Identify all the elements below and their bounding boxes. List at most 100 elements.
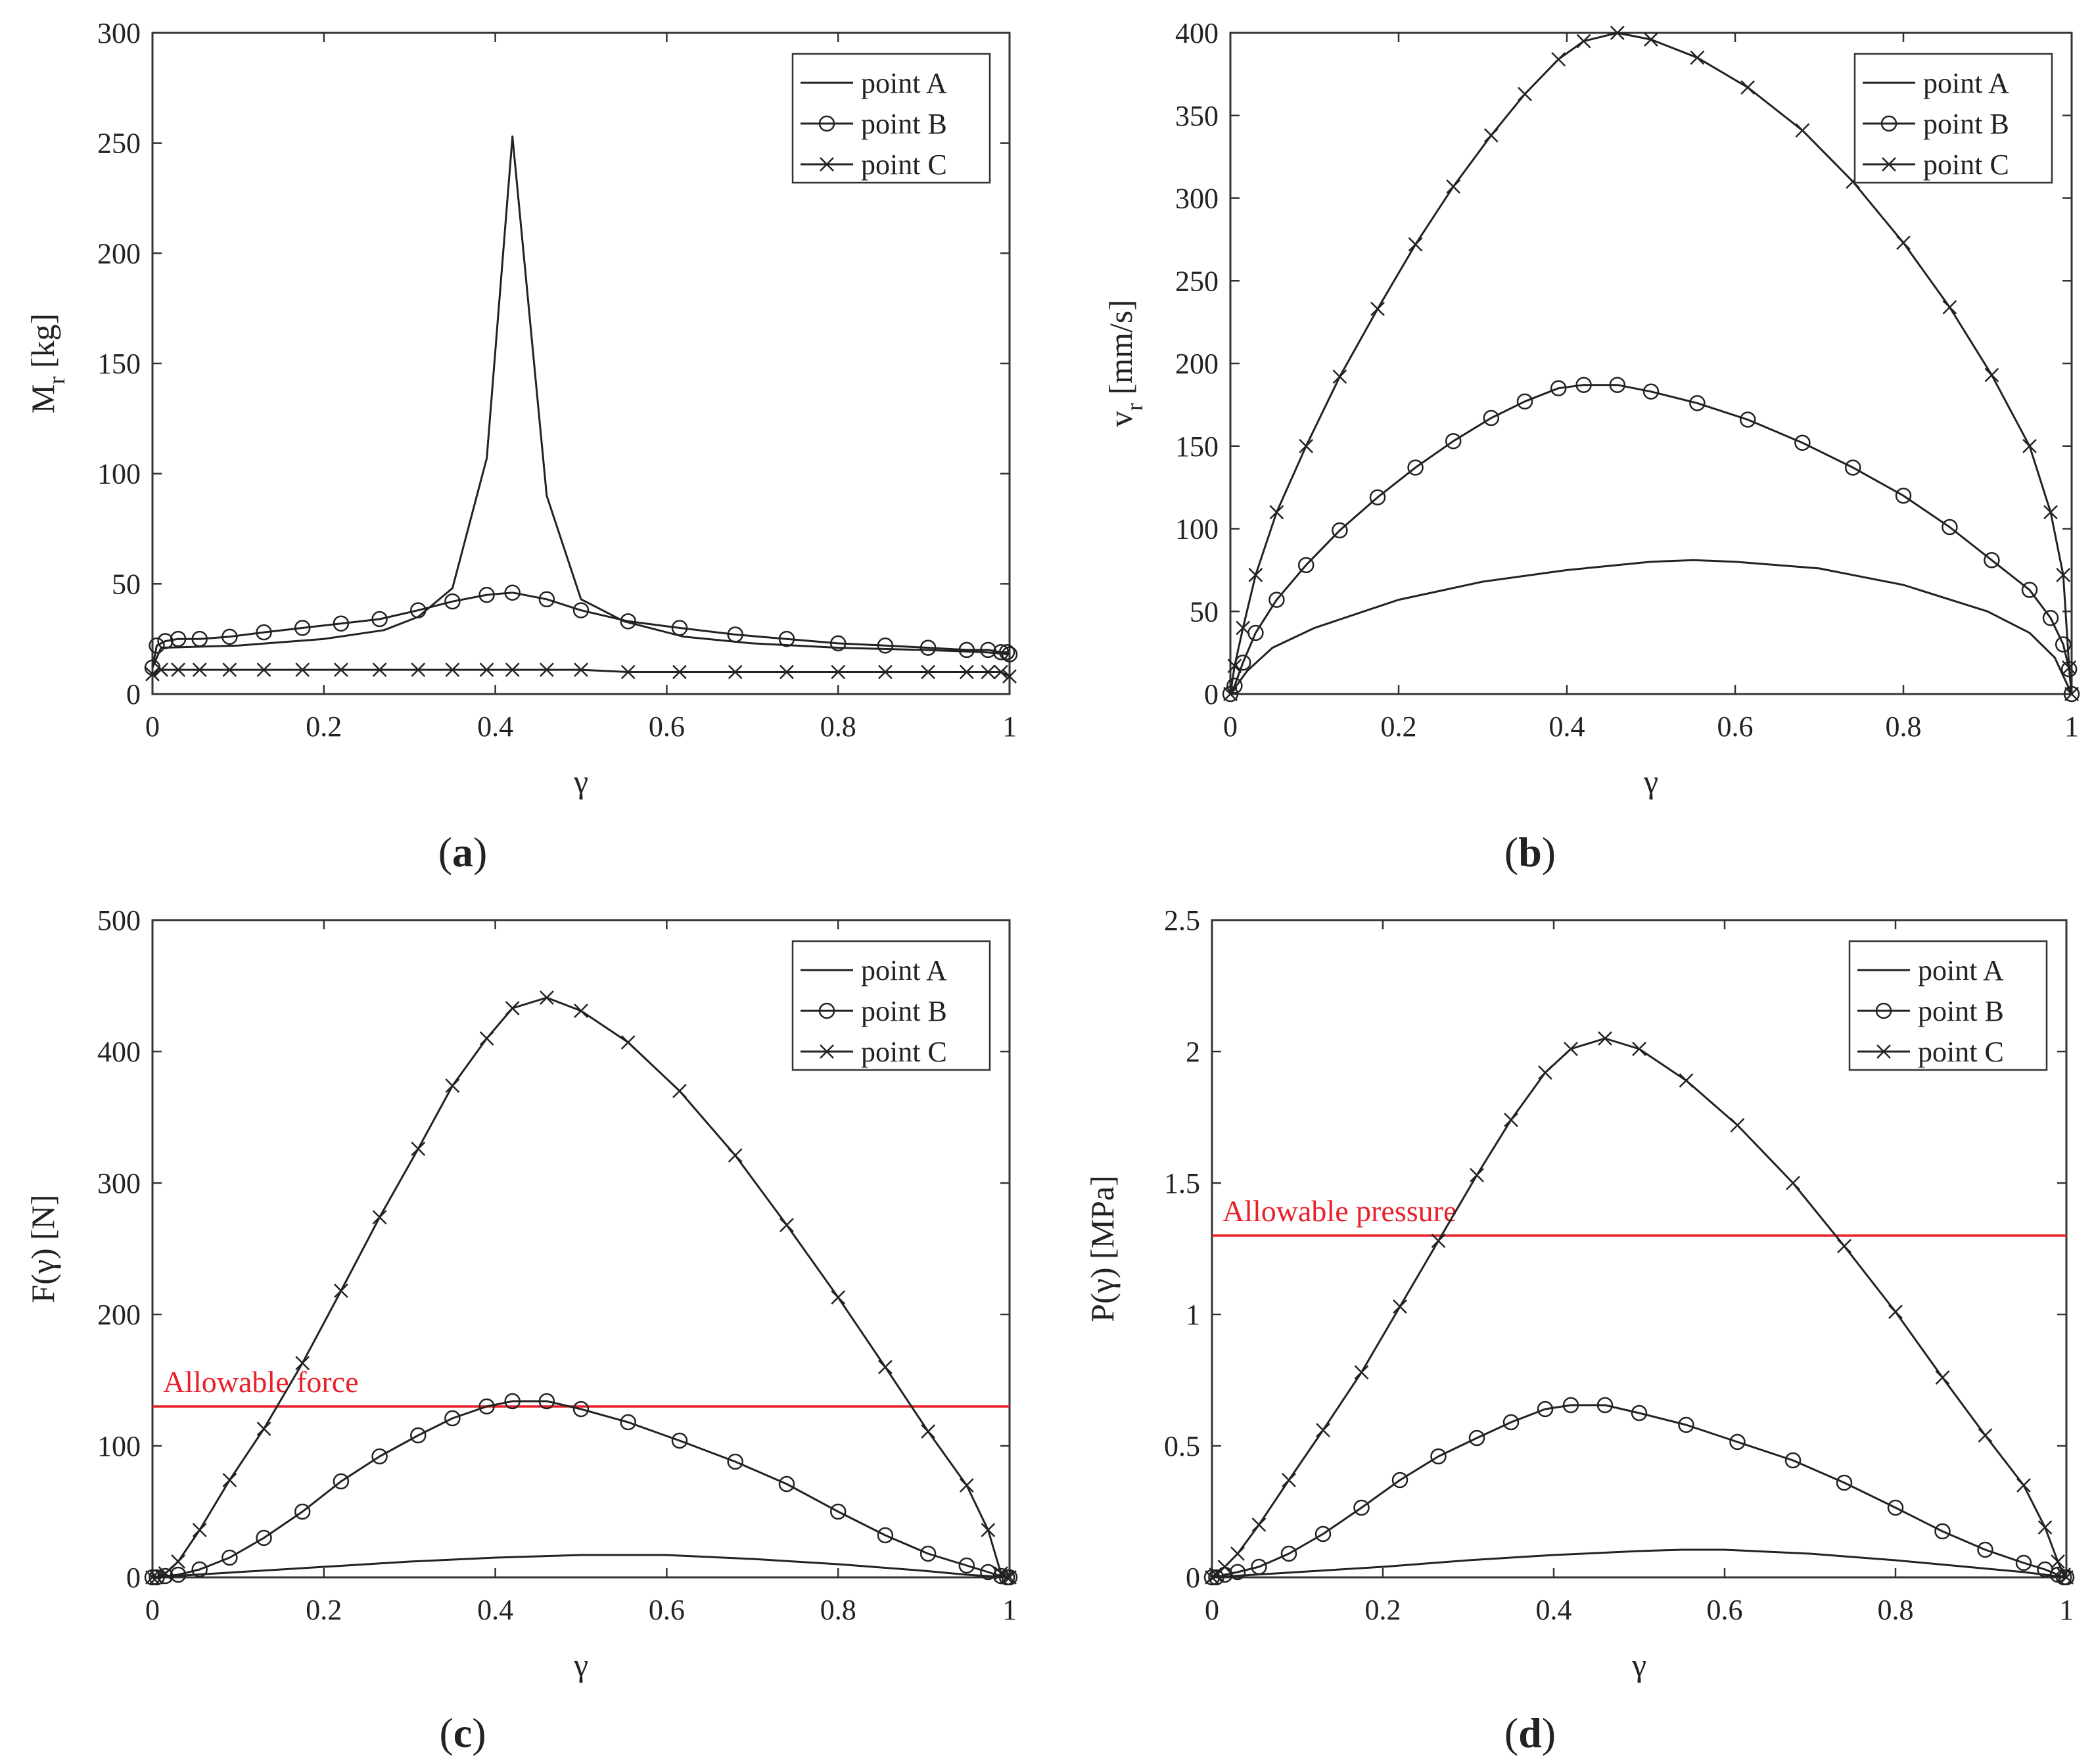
data-point-cross [878,1360,893,1374]
data-point-circle [170,630,187,647]
data-point-cross [779,1218,794,1232]
data-point-circle [1678,1416,1694,1433]
data-point-circle [829,1503,847,1520]
data-point-circle [980,641,996,659]
data-point-cross [1370,302,1385,316]
y-tick-label: 0.5 [1164,1430,1200,1462]
legend-label: point C [861,1036,947,1068]
x-tick-label: 1 [2059,1594,2074,1626]
data-point-circle [998,644,1015,661]
data-point-cross [1935,1370,1950,1385]
data-point-circle [409,602,427,618]
panel-d: (d) 0 0.2 0.4 0.6 0.8 1 0 0.5 1 1.5 2 2.5 γ P(γ) [MPa… [1084,904,2075,1756]
legend-box [1853,53,2053,184]
x-tick-label: 0.8 [1886,710,1922,743]
data-point-circle [2021,582,2038,598]
data-point-cross [921,1424,936,1439]
x-tick-label: 0.4 [477,710,513,743]
data-point-circle [671,1432,688,1449]
data-point-circle [620,613,636,630]
data-point-cross [1470,1168,1484,1182]
data-point-cross [1248,568,1263,582]
legend-label: point B [1923,108,2009,140]
data-point-cross [2056,568,2071,582]
data-point-circle [1942,519,1958,536]
y-tick-label: 150 [97,348,141,380]
data-point-circle [1297,557,1315,574]
legend-marker-cross [1876,1044,1891,1059]
data-point-circle [191,1561,208,1578]
x-tick-label: 0.6 [1707,1594,1743,1626]
data-point-circle [1315,1525,1332,1543]
data-point-cross [372,1210,387,1224]
y-tick-label: 100 [1175,513,1219,545]
data-point-cross [1408,237,1423,252]
data-point-cross [831,1290,846,1305]
data-point-cross [1679,1073,1694,1088]
data-point-circle [144,1569,161,1586]
data-point-cross [149,1570,164,1585]
data-point-circle [149,637,165,654]
y-tick-label: 100 [97,458,141,490]
data-point-cross [1942,300,1957,315]
x-tick-label: 0.6 [649,710,685,743]
data-point-cross [1896,235,1911,250]
y-tick-label: 2 [1186,1036,1200,1068]
data-point-cross [2016,1478,2031,1493]
data-point-cross [1576,34,1591,49]
data-point-cross [1354,1365,1369,1380]
data-point-cross [1786,1176,1800,1190]
data-point-circle [149,1569,165,1586]
data-point-circle [1369,489,1386,505]
data-point-circle [1550,380,1567,396]
data-point-cross [1730,1118,1745,1132]
data-point-circle [1836,1474,1853,1491]
data-point-circle [1575,377,1592,393]
data-point-circle [256,624,272,641]
legend-label: point B [861,995,947,1027]
series-line-point-b [151,592,1010,668]
data-point-circle [221,628,238,645]
panel-a: (a) 0 0.2 0.4 0.6 0.8 1 0 50 100 150 200 250 300 γ Mr … [24,17,1018,875]
data-point-cross [1978,1428,1993,1443]
data-point-circle [504,584,521,601]
data-point-circle [778,1475,795,1493]
data-point-cross [2022,438,2037,453]
x-tick-label: 0.2 [1365,1594,1401,1626]
data-point-circle [1430,1448,1447,1465]
y-tick-label: 400 [97,1036,141,1068]
x-tick-label: 0.8 [820,710,856,743]
data-point-circle [504,1393,521,1410]
x-axis-label: γ [1631,1646,1646,1683]
data-point-cross [158,1566,173,1581]
legend-label: point C [861,149,947,181]
data-point-cross [1690,50,1705,65]
y-tick-label: 0 [126,1562,141,1594]
data-point-cross [1002,669,1017,684]
data-point-cross [779,664,794,680]
data-point-cross [574,1004,588,1018]
x-tick-label: 0.8 [820,1594,856,1626]
y-tick-label: 200 [97,1299,141,1331]
y-tick-label: 1.5 [1164,1167,1200,1199]
data-point-cross [145,1570,160,1585]
panel-a-caption: (a) [438,829,488,875]
data-point-cross [1217,1560,1232,1574]
data-point-cross [1984,367,1999,383]
data-point-cross [921,664,936,680]
data-point-circle [294,1503,311,1520]
data-point-cross [479,662,494,677]
data-point-circle [1977,1541,1993,1558]
data-point-circle [1596,1397,1614,1414]
legend-box [791,940,991,1071]
data-point-cross [1564,1042,1578,1056]
data-point-cross [1431,1234,1446,1248]
data-point-circle [620,1414,636,1431]
y-tick-label: 0 [126,678,141,710]
x-tick-label: 0.6 [1717,710,1754,743]
data-point-cross [2051,1554,2065,1569]
series-line-point-c [152,996,1010,1579]
x-tick-label: 1 [1002,710,1017,743]
data-point-circle [1739,411,1756,428]
plot-area [1211,919,2068,1579]
